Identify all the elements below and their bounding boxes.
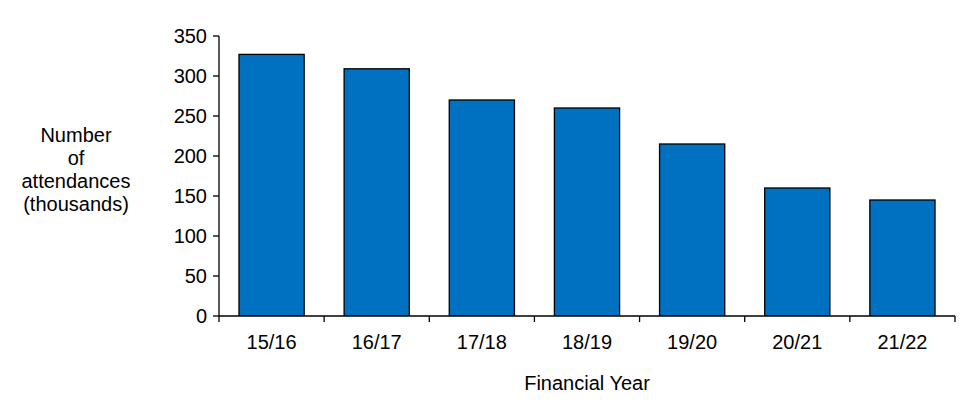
x-tick — [639, 316, 640, 322]
x-tick — [429, 316, 430, 322]
bar — [239, 54, 304, 316]
bar — [449, 100, 514, 316]
bar — [870, 200, 935, 316]
x-tick — [323, 316, 324, 322]
x-tick-label: 20/21 — [772, 331, 822, 353]
y-tick-label: 0 — [196, 305, 207, 327]
x-tick — [218, 316, 219, 322]
x-tick — [849, 316, 850, 322]
x-tick — [534, 316, 535, 322]
bar — [554, 108, 619, 316]
x-axis-label: Financial Year — [524, 372, 650, 394]
y-tick-label: 100 — [174, 225, 207, 247]
y-tick — [213, 195, 219, 196]
y-tick — [213, 155, 219, 156]
y-tick — [213, 35, 219, 36]
x-tick-label: 17/18 — [457, 331, 507, 353]
y-tick — [213, 275, 219, 276]
y-axis-label: Numberofattendances(thousands) — [22, 124, 131, 215]
y-tick — [213, 75, 219, 76]
x-tick-label: 21/22 — [877, 331, 927, 353]
y-axis — [218, 36, 219, 316]
bar — [344, 69, 409, 316]
x-tick — [744, 316, 745, 322]
bars — [239, 54, 935, 316]
bar — [765, 188, 830, 316]
y-tick-label: 150 — [174, 185, 207, 207]
y-tick-label: 50 — [185, 265, 207, 287]
x-tick-label: 16/17 — [352, 331, 402, 353]
y-tick-label: 200 — [174, 145, 207, 167]
x-tick-label: 19/20 — [667, 331, 717, 353]
y-tick — [213, 235, 219, 236]
y-tick — [213, 115, 219, 116]
x-axis — [219, 315, 955, 316]
y-tick-label: 250 — [174, 105, 207, 127]
bar — [660, 144, 725, 316]
chart-container: 0 50 100 150 200 250 300 350 15/16 16/17 17/18 18/1… — [0, 0, 975, 413]
y-tick — [213, 315, 219, 316]
x-tick-label: 18/19 — [562, 331, 612, 353]
y-tick-label: 350 — [174, 25, 207, 47]
y-tick-label: 300 — [174, 65, 207, 87]
chart: 0 50 100 150 200 250 300 350 15/16 16/17 17/18 18/1… — [0, 0, 975, 413]
x-tick-label: 15/16 — [247, 331, 297, 353]
x-tick — [954, 316, 955, 322]
